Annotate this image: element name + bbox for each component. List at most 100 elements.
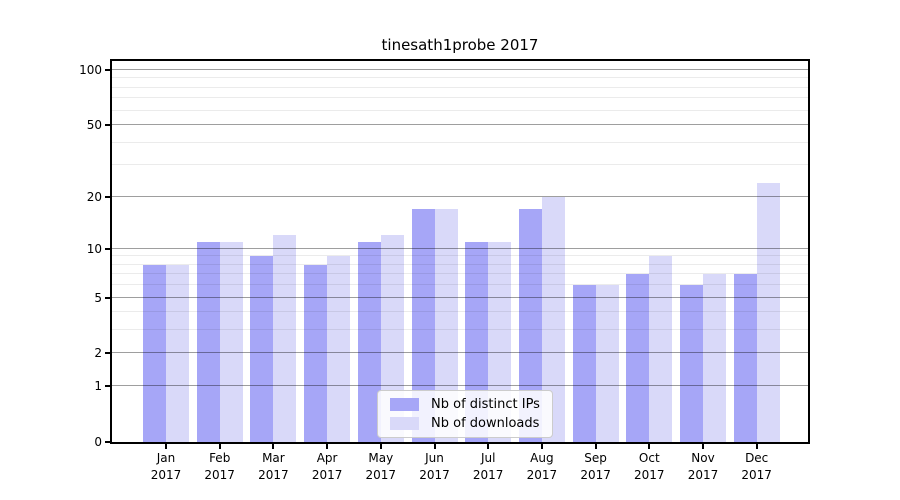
x-label-month: Sep <box>584 451 607 465</box>
bar-distinct-ips-mar <box>250 256 274 442</box>
x-axis-tick-nov <box>702 444 704 449</box>
legend-swatch-distinct-ips-icon <box>390 398 419 411</box>
y-axis-tick-label-50: 50 <box>86 118 102 133</box>
x-label-month: Nov <box>691 451 715 465</box>
bar-downloads-mar <box>273 235 297 442</box>
x-label-year: 2017 <box>311 468 343 482</box>
grid-line-minor-90 <box>112 77 808 79</box>
grid-line-major-100 <box>112 69 808 70</box>
y-axis-tick-label-2: 2 <box>94 346 102 361</box>
x-axis-tick-label-sep: Sep 2017 <box>568 450 624 484</box>
bar-downloads-nov <box>703 274 726 442</box>
bar-downloads-jun <box>434 209 458 442</box>
chart-title: tinesath1probe 2017 <box>381 36 539 54</box>
grid-line-minor-40 <box>112 141 808 143</box>
x-axis-tick-jul <box>487 444 490 449</box>
x-label-year: 2017 <box>204 468 235 482</box>
grid-line-minor-60 <box>112 109 808 111</box>
x-label-month: May <box>368 451 394 465</box>
x-axis-tick-label-nov: Nov 2017 <box>675 450 731 484</box>
bar-distinct-ips-dec <box>733 274 757 442</box>
bar-distinct-ips-feb <box>196 241 220 442</box>
x-label-year: 2017 <box>472 468 504 482</box>
x-label-month: Jun <box>425 451 444 465</box>
y-axis-tick-20 <box>105 195 110 198</box>
grid-line-minor-80 <box>112 86 808 88</box>
bar-distinct-ips-oct <box>626 274 650 442</box>
bar-downloads-jan <box>166 264 189 442</box>
x-axis-tick-label-dec: Dec 2017 <box>729 450 785 484</box>
bar-distinct-ips-sep <box>572 285 596 442</box>
x-axis-tick-label-may: May 2017 <box>353 450 409 484</box>
bar-distinct-ips-jan <box>143 264 166 442</box>
legend-swatch-downloads-icon <box>390 417 419 430</box>
x-axis-tick-label-apr: Apr 2017 <box>299 450 355 484</box>
x-axis-tick-oct <box>648 444 651 449</box>
x-axis-tick-mar <box>272 444 275 449</box>
bar-downloads-feb <box>219 241 243 442</box>
bar-distinct-ips-may <box>357 241 381 442</box>
x-label-month: Jan <box>156 451 176 465</box>
x-axis-tick-label-aug: Aug 2017 <box>514 450 570 484</box>
grid-line-major-20 <box>112 195 808 197</box>
y-axis-tick-label-20: 20 <box>86 189 102 204</box>
x-label-year: 2017 <box>258 468 289 482</box>
x-label-year: 2017 <box>526 468 558 482</box>
x-axis-tick-jun <box>433 444 436 449</box>
x-label-month: Jul <box>480 451 496 465</box>
grid-line-minor-70 <box>112 97 808 99</box>
bar-distinct-ips-aug <box>518 209 542 442</box>
y-axis-tick-50 <box>105 124 110 127</box>
bar-downloads-aug <box>541 196 565 442</box>
x-axis-tick-feb <box>218 444 221 449</box>
x-label-month: Aug <box>530 451 554 465</box>
x-label-month: Feb <box>209 451 231 465</box>
y-axis-tick-label-0: 0 <box>94 435 102 449</box>
legend-label-distinct-ips: Nb of distinct IPs <box>431 397 540 412</box>
x-label-month: Apr <box>316 451 338 465</box>
legend-label-downloads: Nb of downloads <box>431 416 540 431</box>
bar-downloads-apr <box>327 256 351 442</box>
x-axis-tick-dec <box>755 444 758 449</box>
y-axis-tick-2 <box>105 352 110 355</box>
y-axis-tick-label-100: 100 <box>79 63 102 77</box>
x-axis-tick-label-mar: Mar 2017 <box>245 450 301 484</box>
bar-downloads-oct <box>649 256 673 442</box>
x-axis-tick-label-oct: Oct 2017 <box>621 450 677 484</box>
x-label-month: Mar <box>262 451 285 465</box>
y-axis-tick-0 <box>105 441 110 443</box>
y-axis-tick-100 <box>105 69 110 71</box>
x-axis-tick-apr <box>326 444 329 449</box>
y-axis-tick-10 <box>105 247 110 250</box>
x-label-month: Dec <box>745 451 769 465</box>
y-axis-tick-5 <box>105 296 110 299</box>
legend-entry-downloads: Nb of downloads <box>390 416 540 431</box>
x-axis-tick-label-jul: Jul 2017 <box>460 450 516 484</box>
x-label-year: 2017 <box>150 468 182 482</box>
plot-area: Nb of distinct IPs Nb of downloads 0 1 2 5 1… <box>79 59 810 482</box>
x-label-year: 2017 <box>419 468 450 482</box>
x-axis-tick-label-feb: Feb 2017 <box>192 450 248 484</box>
bar-distinct-ips-apr <box>304 264 328 442</box>
x-axis-tick-label-jan: Jan 2017 <box>138 450 194 484</box>
y-axis-tick-label-1: 1 <box>94 379 102 394</box>
x-label-year: 2017 <box>741 468 772 482</box>
bar-distinct-ips-jun <box>411 209 435 442</box>
x-label-year: 2017 <box>365 468 397 482</box>
x-axis-tick-sep <box>594 444 597 449</box>
x-axis-tick-may <box>379 444 382 449</box>
grid-line-minor-30 <box>112 164 808 166</box>
x-axis-tick-jan <box>165 444 167 449</box>
legend: Nb of distinct IPs Nb of downloads <box>377 390 553 438</box>
x-label-year: 2017 <box>687 468 719 482</box>
x-axis-tick-aug <box>540 444 543 449</box>
x-label-year: 2017 <box>580 468 611 482</box>
x-label-year: 2017 <box>634 468 665 482</box>
bar-downloads-dec <box>756 182 780 442</box>
y-axis-tick-label-10: 10 <box>86 241 102 256</box>
y-axis-tick-1 <box>105 385 110 388</box>
x-axis-tick-label-jun: Jun 2017 <box>407 450 463 484</box>
bar-distinct-ips-nov <box>680 285 703 442</box>
bar-downloads-sep <box>595 285 619 442</box>
